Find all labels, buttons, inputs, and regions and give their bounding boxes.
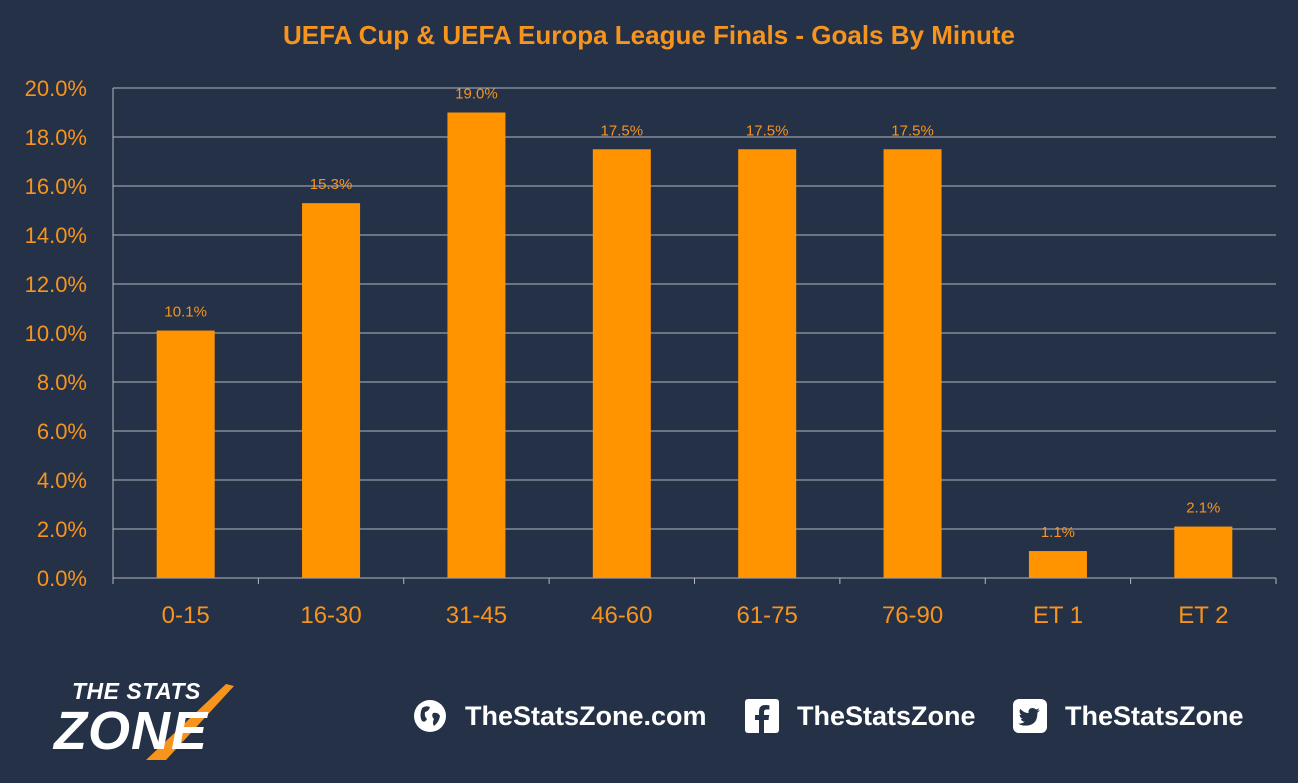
bar [447, 112, 506, 578]
chart-title: UEFA Cup & UEFA Europa League Finals - G… [283, 20, 1015, 50]
data-label: 10.1% [164, 304, 207, 321]
x-tick-label: 16-30 [300, 602, 361, 629]
facebook-link[interactable]: TheStatsZone [745, 698, 976, 734]
globe-icon [414, 700, 446, 732]
x-tick-label: 31-45 [446, 602, 507, 629]
x-tick-label: 61-75 [736, 602, 797, 629]
website-link[interactable]: TheStatsZone.com [413, 698, 707, 734]
y-tick-label: 14.0% [25, 223, 87, 248]
y-tick-label: 16.0% [25, 174, 87, 199]
data-label: 15.3% [310, 176, 353, 193]
bar [1028, 551, 1087, 578]
x-tick-label: ET 1 [1033, 602, 1083, 629]
logo-text-bottom: ZONE [54, 701, 209, 761]
facebook-text: TheStatsZone [797, 700, 976, 731]
bar [156, 330, 215, 578]
logo-stripe-icon [146, 684, 234, 760]
y-tick-label: 18.0% [25, 125, 87, 150]
data-label: 19.0% [455, 86, 498, 103]
bar [592, 149, 651, 578]
bar [1174, 526, 1233, 578]
y-tick-label: 4.0% [37, 468, 87, 493]
y-tick-label: 0.0% [37, 566, 87, 591]
data-label: 2.1% [1186, 500, 1220, 517]
data-label: 17.5% [891, 122, 934, 139]
footer: THE STATS ZONE TheStatsZone.com TheStats… [0, 660, 1298, 770]
stats-zone-logo: THE STATS ZONE [50, 674, 280, 764]
bar [883, 149, 942, 578]
data-label: 17.5% [601, 122, 644, 139]
y-tick-label: 8.0% [37, 370, 87, 395]
data-label: 17.5% [746, 122, 789, 139]
bar [302, 203, 361, 578]
y-tick-label: 6.0% [37, 419, 87, 444]
facebook-icon [745, 699, 779, 733]
twitter-link[interactable]: TheStatsZone [1013, 698, 1244, 734]
bar-chart: 0.0% 2.0% 4.0% 6.0% 8.0% 10.0% 12.0% 14.0% 16.0%… [25, 76, 1277, 629]
website-text: TheStatsZone.com [465, 700, 707, 731]
twitter-text: TheStatsZone [1065, 700, 1244, 731]
y-tick-label: 20.0% [25, 76, 87, 101]
x-tick-label: 46-60 [591, 602, 652, 629]
twitter-icon [1013, 699, 1047, 733]
x-tick-label: ET 2 [1178, 602, 1228, 629]
data-label: 1.1% [1041, 524, 1075, 541]
logo-text-top: THE STATS [72, 678, 201, 704]
x-tick-label: 76-90 [882, 602, 943, 629]
y-tick-label: 10.0% [25, 321, 87, 346]
bar [738, 149, 797, 578]
y-tick-label: 12.0% [25, 272, 87, 297]
x-tick-label: 0-15 [162, 602, 210, 629]
y-tick-label: 2.0% [37, 517, 87, 542]
